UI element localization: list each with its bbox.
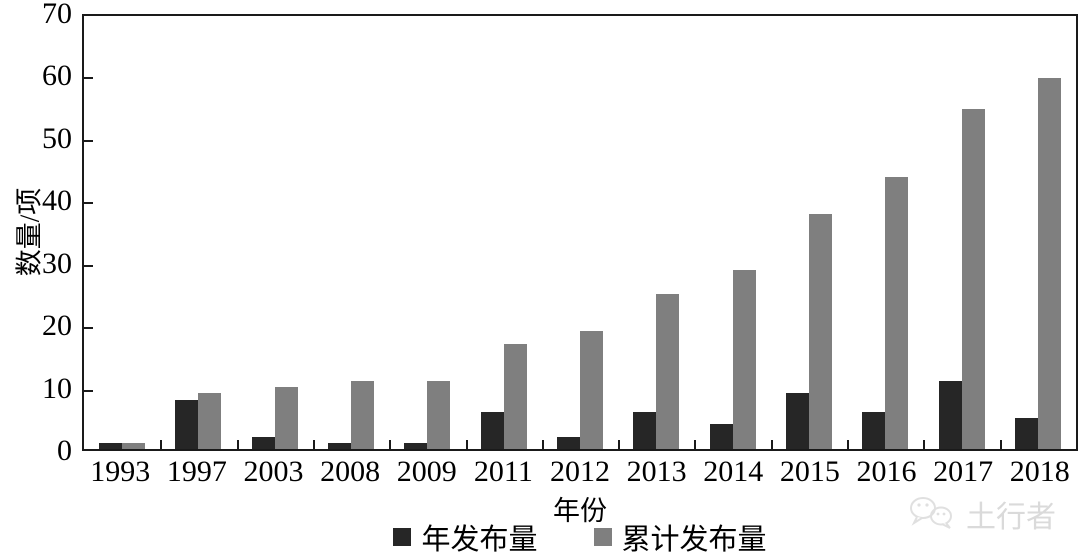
bar bbox=[427, 380, 451, 449]
bar bbox=[633, 411, 657, 449]
x-tick-mark bbox=[312, 440, 315, 449]
y-tick-label: 40 bbox=[42, 184, 72, 218]
y-tick-mark bbox=[84, 264, 93, 267]
y-tick-label: 20 bbox=[42, 309, 72, 343]
y-tick-label: 0 bbox=[57, 434, 72, 467]
y-tick-mark bbox=[84, 77, 93, 80]
x-tick-label: 2014 bbox=[703, 455, 764, 488]
bar bbox=[251, 436, 275, 449]
bar bbox=[579, 331, 603, 449]
x-tick-label: 2013 bbox=[626, 455, 687, 488]
bar bbox=[656, 294, 680, 449]
bar bbox=[198, 393, 222, 449]
bar bbox=[885, 176, 909, 449]
x-tick-mark bbox=[847, 440, 850, 449]
bar bbox=[938, 380, 962, 449]
x-tick-label: 2012 bbox=[550, 455, 610, 488]
x-tick-label: 1997 bbox=[166, 455, 227, 488]
bar bbox=[351, 380, 375, 449]
legend-swatch bbox=[393, 528, 412, 546]
y-tick-mark bbox=[84, 389, 93, 392]
bar bbox=[862, 411, 886, 449]
x-tick-label: 2017 bbox=[933, 455, 994, 488]
bar bbox=[1014, 418, 1038, 449]
x-tick-label: 2018 bbox=[1009, 455, 1070, 488]
bar bbox=[785, 393, 809, 449]
y-tick-label: 70 bbox=[42, 0, 72, 30]
legend-item: 年发布量 bbox=[393, 516, 538, 558]
bar-group-2015 bbox=[771, 16, 847, 449]
plot-area bbox=[82, 14, 1078, 451]
x-tick-mark bbox=[541, 440, 544, 449]
bar bbox=[503, 343, 527, 449]
bar-group-2008 bbox=[313, 16, 389, 449]
bar bbox=[274, 387, 298, 449]
bar bbox=[122, 442, 146, 449]
x-tick-label: 2008 bbox=[320, 455, 381, 488]
bar-group-1993 bbox=[84, 16, 160, 449]
bar bbox=[328, 442, 352, 449]
bar bbox=[99, 442, 123, 449]
bar bbox=[961, 108, 985, 449]
legend-label: 累计发布量 bbox=[621, 524, 767, 556]
x-tick-mark bbox=[389, 440, 392, 449]
x-axis-title: 年份 bbox=[553, 496, 607, 526]
bar bbox=[732, 269, 756, 449]
x-tick-label: 2015 bbox=[779, 455, 840, 488]
bar bbox=[709, 424, 733, 449]
y-tick-mark bbox=[84, 139, 93, 142]
bar bbox=[480, 411, 504, 449]
bar bbox=[1037, 77, 1061, 449]
x-tick-label: 2011 bbox=[473, 455, 533, 488]
y-tick-label: 50 bbox=[42, 121, 72, 155]
legend-item: 累计发布量 bbox=[593, 516, 767, 558]
y-tick-label: 30 bbox=[42, 246, 72, 280]
bar-group-2012 bbox=[542, 16, 618, 449]
bar-group-2017 bbox=[923, 16, 999, 449]
x-tick-mark bbox=[160, 440, 163, 449]
bar-group-2009 bbox=[389, 16, 465, 449]
y-tick-label: 60 bbox=[42, 59, 72, 93]
x-tick-mark bbox=[923, 440, 926, 449]
bar bbox=[556, 436, 580, 449]
bar-group-2011 bbox=[466, 16, 542, 449]
bar-group-2016 bbox=[847, 16, 923, 449]
x-tick-mark bbox=[999, 440, 1002, 449]
bar bbox=[404, 442, 428, 449]
y-tick-mark bbox=[84, 327, 93, 330]
y-tick-label: 10 bbox=[42, 371, 72, 405]
bar-group-2014 bbox=[694, 16, 770, 449]
bar-group-2018 bbox=[1000, 16, 1076, 449]
x-tick-label: 2003 bbox=[243, 455, 304, 488]
x-tick-mark bbox=[618, 440, 621, 449]
x-tick-mark bbox=[465, 440, 468, 449]
wechat-icon bbox=[910, 497, 952, 529]
legend: 年发布量 累计发布量 bbox=[82, 520, 1078, 556]
legend-label: 年发布量 bbox=[421, 524, 538, 556]
x-tick-label: 2016 bbox=[856, 455, 917, 488]
watermark-text: 土行者 bbox=[966, 501, 1056, 534]
bar bbox=[808, 213, 832, 449]
legend-swatch bbox=[593, 528, 612, 546]
bar-group-2013 bbox=[618, 16, 694, 449]
x-tick-mark bbox=[236, 440, 239, 449]
bar-group-1997 bbox=[160, 16, 236, 449]
bar-group-2003 bbox=[237, 16, 313, 449]
y-tick-mark bbox=[84, 202, 93, 205]
x-tick-mark bbox=[694, 440, 697, 449]
x-tick-label: 2009 bbox=[396, 455, 457, 488]
x-tick-mark bbox=[770, 440, 773, 449]
x-tick-label: 1993 bbox=[90, 455, 151, 488]
bar bbox=[175, 399, 199, 449]
watermark: 土行者 bbox=[908, 492, 1056, 536]
